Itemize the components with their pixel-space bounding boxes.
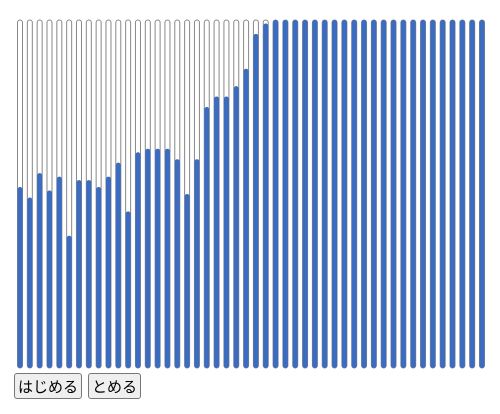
meter-fill <box>76 180 82 368</box>
meter-fill <box>17 187 23 368</box>
meter-fill <box>135 152 141 368</box>
meter-fill <box>233 86 239 369</box>
meter-fill <box>302 20 308 368</box>
meter-fill <box>322 20 328 368</box>
meter-fill <box>341 20 347 368</box>
meter-fill <box>273 20 279 368</box>
meter-fill <box>223 96 229 368</box>
meter-fill <box>174 159 180 368</box>
meter-fill <box>371 20 377 368</box>
meter-fill <box>115 162 121 368</box>
meter-fill <box>214 96 220 368</box>
meter-fill <box>469 20 475 368</box>
meter-fill <box>194 159 200 368</box>
meter-fill <box>105 176 111 368</box>
meter-fill <box>381 20 387 368</box>
meter-fill <box>204 107 210 368</box>
meter-fill <box>86 180 92 368</box>
meter-fill <box>450 20 456 368</box>
meter-fill <box>410 20 416 368</box>
meter-fill <box>263 23 269 368</box>
meter-fill <box>479 20 485 368</box>
meter-fill <box>46 190 52 368</box>
meter-fill <box>440 20 446 368</box>
meter-fill <box>253 33 259 369</box>
start-button[interactable]: はじめる <box>14 373 83 399</box>
meter-fill <box>420 20 426 368</box>
meter-fill <box>312 20 318 368</box>
meter-fill <box>155 148 161 368</box>
meter-fill <box>37 173 43 368</box>
meter-fill <box>459 20 465 368</box>
stop-button[interactable]: とめる <box>88 373 142 399</box>
meter-fill <box>56 176 62 368</box>
meter-fill <box>400 20 406 368</box>
meter-fill <box>145 148 151 368</box>
meter-fill <box>391 20 397 368</box>
meter-fill <box>66 235 72 368</box>
meter-fill <box>292 20 298 368</box>
meter-fill <box>332 20 338 368</box>
meter-fill <box>430 20 436 368</box>
meter-fill <box>164 148 170 368</box>
meter-area <box>17 19 485 369</box>
meter-fill <box>27 197 33 368</box>
meter-fill <box>125 211 131 368</box>
meter-fill <box>361 20 367 368</box>
meter-fill <box>351 20 357 368</box>
meter-fill <box>184 194 190 368</box>
meter-fill <box>96 187 102 368</box>
meter-fill <box>243 68 249 368</box>
meter-fill <box>282 20 288 368</box>
